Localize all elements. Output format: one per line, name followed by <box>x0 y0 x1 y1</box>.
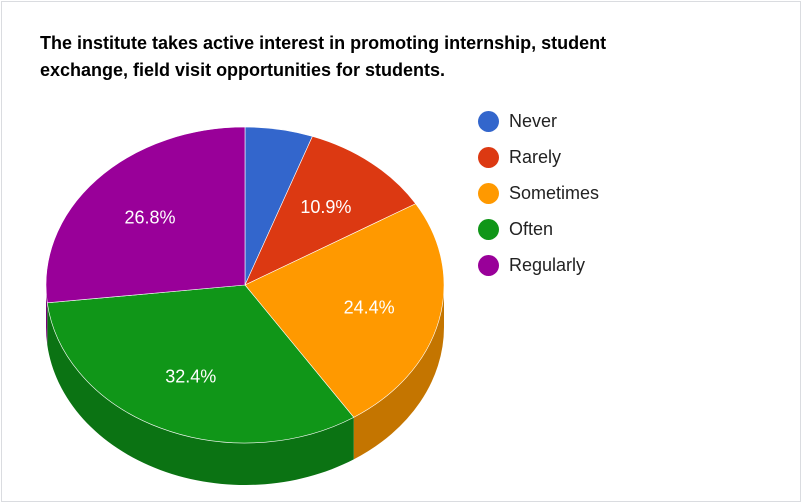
legend-label: Never <box>509 110 558 131</box>
chart-legend: Never Rarely Sometimes Often Regularly <box>478 103 599 283</box>
pie-slice-often[interactable] <box>46 284 355 444</box>
legend-label: Rarely <box>509 146 562 167</box>
legend-label: Regularly <box>509 254 586 275</box>
pie-slice-rarely[interactable] <box>244 135 417 286</box>
legend-swatch <box>478 254 499 276</box>
legend-item-regularly[interactable]: Regularly <box>478 247 599 283</box>
chart-title: The institute takes active interest in p… <box>40 33 607 80</box>
legend-swatch <box>478 182 499 204</box>
legend-swatch <box>478 110 499 132</box>
slice-label-sometimes: 24.4% <box>344 298 395 318</box>
legend-item-often[interactable]: Often <box>478 211 599 247</box>
slice-label-rarely: 10.9% <box>300 197 351 217</box>
slice-label-regularly: 26.8% <box>124 208 175 228</box>
pie-side-often <box>47 302 354 486</box>
legend-swatch <box>478 146 499 168</box>
pie-side-regularly <box>46 285 48 345</box>
legend-swatch <box>478 218 499 240</box>
legend-item-rarely[interactable]: Rarely <box>478 139 599 175</box>
legend-item-sometimes[interactable]: Sometimes <box>478 175 599 211</box>
legend-label: Sometimes <box>509 182 600 203</box>
pie-slice-sometimes[interactable] <box>244 203 445 418</box>
legend-label: Often <box>509 218 554 239</box>
legend-item-never[interactable]: Never <box>478 103 599 139</box>
slice-label-often: 32.4% <box>165 366 216 386</box>
pie-slice-regularly[interactable] <box>45 126 246 304</box>
pie-side-sometimes <box>353 285 444 460</box>
